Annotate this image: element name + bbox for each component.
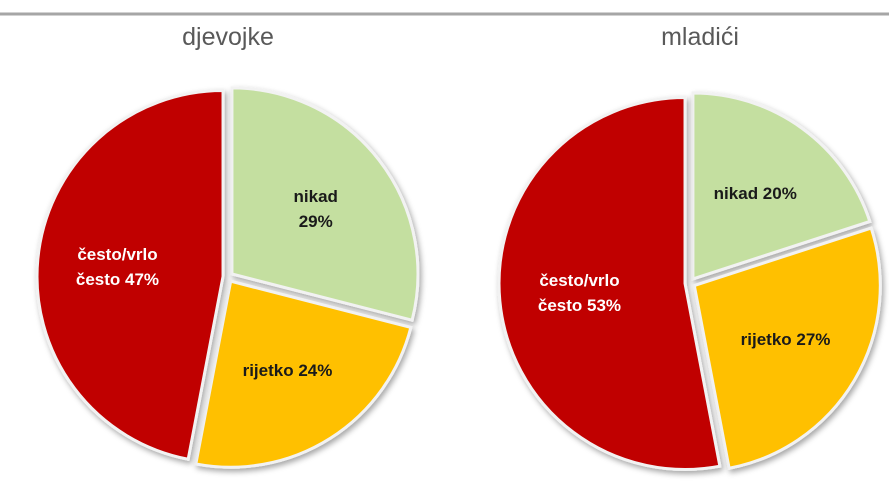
slice-label: rijetko 27% xyxy=(740,330,831,349)
pie-slice xyxy=(194,279,413,469)
pie-slice xyxy=(692,226,882,471)
slice-label-box: nikad 29% xyxy=(293,186,338,231)
slice-label-box: često/vrlo često 53% xyxy=(537,271,622,316)
slice-label: nikad 20% xyxy=(713,183,797,203)
pie-slice xyxy=(230,86,420,323)
chart-title: djevojke xyxy=(182,23,274,51)
pie-slice xyxy=(497,95,722,471)
slice-label-box: rijetko 27% xyxy=(740,330,831,349)
slice-label: nikad 29% xyxy=(293,186,338,231)
slice-label-box: često/vrlo često 47% xyxy=(75,244,160,289)
slice-label-box: nikad 20% xyxy=(713,183,797,203)
chart-title: mladići xyxy=(661,23,739,51)
slice-label: često/vrlo često 53% xyxy=(537,271,622,316)
slice-label-box: rijetko 24% xyxy=(242,361,333,381)
pie-slice xyxy=(691,91,872,282)
slice-label: rijetko 24% xyxy=(242,361,333,381)
slice-label: često/vrlo često 47% xyxy=(75,244,160,289)
pie-slice xyxy=(35,89,225,461)
